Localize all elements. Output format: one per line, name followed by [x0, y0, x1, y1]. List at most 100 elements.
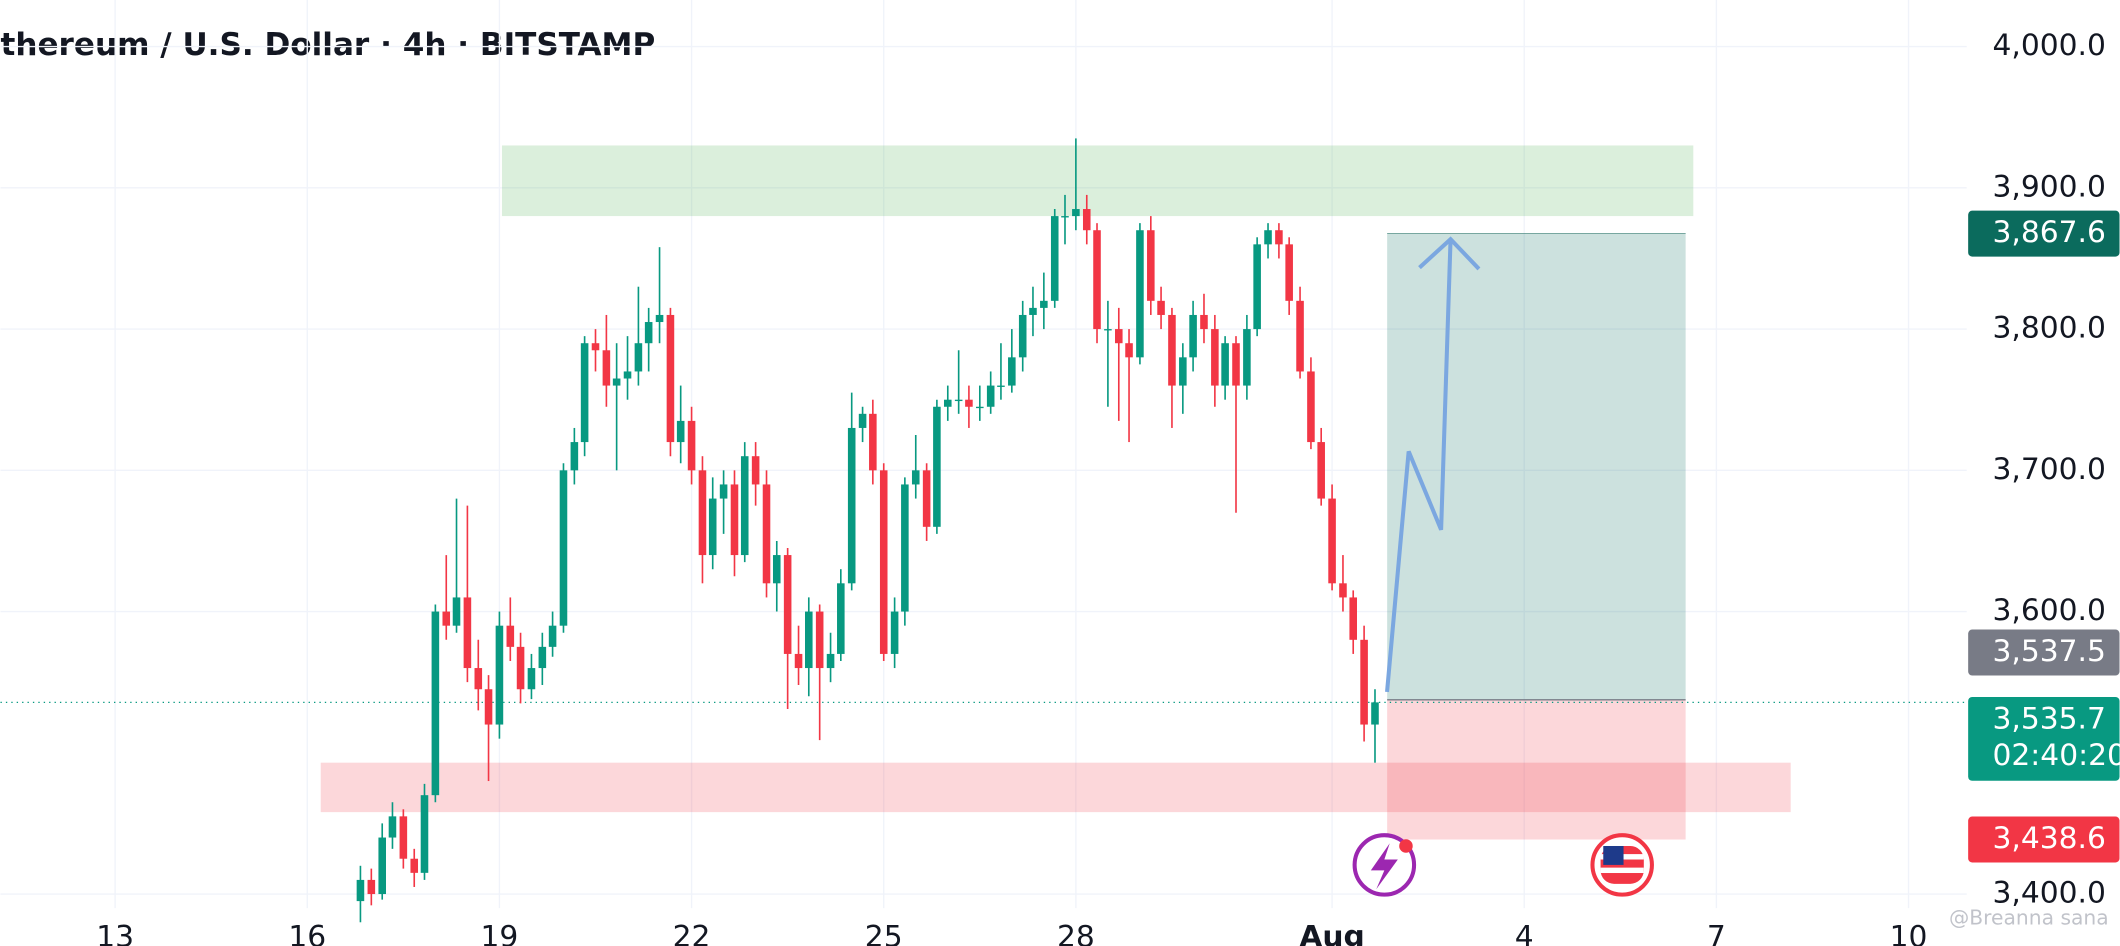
y-tick-label: 3,900.0 — [1992, 169, 2105, 204]
x-tick-label: 10 — [1890, 919, 1928, 946]
x-tick-label: 22 — [673, 919, 711, 946]
price-label-box — [1968, 696, 2120, 781]
candle-body — [762, 484, 771, 584]
arrow-head — [1418, 236, 1481, 271]
x-tick-label: Aug — [1299, 919, 1364, 946]
y-tick-label: 3,600.0 — [1992, 593, 2105, 628]
candle-body — [612, 378, 621, 386]
price-label: 3,438.6 — [1992, 821, 2105, 856]
candle-body — [976, 406, 984, 409]
candle-body — [1029, 307, 1037, 315]
candle-body — [1157, 300, 1165, 315]
candle-body — [1264, 230, 1272, 245]
price-axis — [1966, 0, 2120, 946]
candle-body — [1307, 371, 1315, 443]
candle-body — [1243, 329, 1251, 386]
candle-body — [1296, 300, 1304, 372]
candle-body — [388, 816, 397, 838]
candle-body — [794, 653, 803, 669]
candle-body — [922, 470, 931, 527]
candle-body — [1125, 343, 1133, 358]
y-tick-label: 3,700.0 — [1992, 452, 2105, 487]
candle-body — [869, 413, 877, 471]
price-label-box — [1968, 816, 2120, 863]
candle-body — [1008, 357, 1016, 386]
candle-body — [730, 484, 739, 556]
candle-body — [997, 385, 1005, 387]
candle-body — [815, 611, 824, 669]
candle-body — [367, 879, 376, 895]
candle-body — [954, 399, 963, 402]
candle-body — [1253, 244, 1261, 330]
x-tick-label: 28 — [1057, 919, 1095, 946]
candle-body — [1179, 357, 1187, 386]
candle-body — [1018, 314, 1027, 358]
candle-body — [751, 456, 760, 485]
zone — [501, 145, 1694, 217]
y-tick-label: 4,000.0 — [1992, 28, 2105, 63]
candle-body — [506, 625, 515, 647]
candle-body — [708, 498, 717, 556]
candle-body — [719, 484, 728, 499]
candle-body — [676, 420, 685, 443]
candle-body — [1104, 329, 1112, 331]
candle-body — [1232, 343, 1240, 386]
candle-body — [986, 385, 995, 407]
x-tick-label: 25 — [865, 919, 903, 946]
price-label: 3,867.6 — [1992, 215, 2105, 250]
stop-area — [1387, 699, 1686, 840]
candle-body — [452, 597, 461, 626]
candle-body — [666, 314, 675, 443]
candle-body — [548, 625, 557, 647]
candle-body — [965, 399, 973, 407]
candle-body — [623, 371, 632, 379]
candle-body — [495, 625, 504, 725]
candle-body — [431, 611, 440, 796]
y-tick-label: 3,400.0 — [1992, 876, 2105, 911]
candle-body — [655, 314, 664, 323]
candle-body — [1317, 442, 1325, 499]
price-label-box — [1968, 629, 2120, 676]
candle-body — [580, 343, 589, 443]
candle-body — [559, 470, 568, 626]
x-tick-label: 4 — [1515, 919, 1534, 946]
x-tick-label: 13 — [96, 919, 134, 946]
candle-body — [591, 343, 600, 351]
chart-title: thereum / U.S. Dollar · 4h · BITSTAMP — [0, 27, 655, 63]
candle-body — [1349, 597, 1357, 640]
candle-body — [484, 689, 493, 725]
candle-body — [463, 597, 472, 669]
candle-body — [826, 653, 835, 669]
price-label-box — [1968, 210, 2120, 257]
candle-body — [602, 350, 611, 386]
candle-body — [1221, 343, 1229, 386]
candle-body — [1093, 230, 1101, 330]
forecast-arrow — [1385, 239, 1453, 693]
candle-body — [805, 611, 813, 669]
candle-body — [698, 470, 707, 556]
candle-body — [356, 879, 365, 902]
candle-body — [740, 456, 749, 556]
target-area — [1387, 233, 1686, 700]
flag-icon — [1590, 833, 1654, 897]
candle-body — [1360, 639, 1368, 725]
candle-body — [420, 795, 429, 873]
watermark: @Breanna sana — [1949, 905, 2109, 929]
candle-body — [772, 555, 781, 584]
candle-body — [879, 470, 888, 654]
candle-body — [410, 858, 419, 873]
candle-body — [378, 837, 387, 895]
candle-body — [858, 413, 867, 428]
candle-body — [911, 470, 920, 485]
candle-body — [1136, 230, 1144, 358]
candle-body — [1061, 216, 1069, 218]
candle-body — [516, 646, 525, 690]
candle-body — [933, 406, 941, 527]
candle-body — [538, 646, 547, 669]
x-tick-label: 16 — [288, 919, 326, 946]
candle-body — [890, 611, 899, 654]
candle-body — [644, 322, 653, 344]
candle-body — [527, 668, 536, 690]
candle-body — [1339, 583, 1347, 598]
